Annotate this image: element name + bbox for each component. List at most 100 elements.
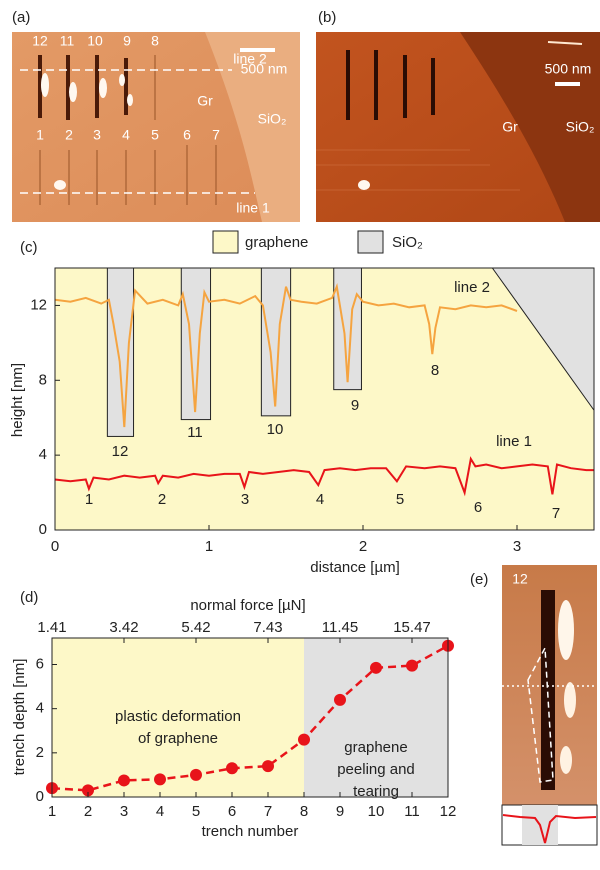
trench-label: 1 bbox=[85, 491, 93, 508]
image-label: 500 nm bbox=[545, 61, 592, 77]
panel-label: (d) bbox=[20, 589, 38, 606]
trench-label: 12 bbox=[112, 443, 129, 460]
x2-tick-label: 1.41 bbox=[37, 619, 66, 636]
x-tick-label: 11 bbox=[404, 803, 420, 820]
y-tick-label: 12 bbox=[30, 296, 47, 313]
depth-point bbox=[406, 659, 418, 672]
image-label: 11 bbox=[60, 33, 75, 49]
x-tick-label: 6 bbox=[228, 803, 236, 820]
y-tick-label: 0 bbox=[36, 788, 44, 805]
y-tick-label: 0 bbox=[39, 521, 47, 538]
x2-tick-label: 3.42 bbox=[109, 619, 138, 636]
image-label: 7 bbox=[212, 127, 220, 143]
x-tick-label: 9 bbox=[336, 803, 344, 820]
image-label: Gr bbox=[502, 119, 518, 135]
afm-image-a bbox=[12, 32, 300, 222]
trench-label: 5 bbox=[396, 491, 404, 508]
panel-label: (c) bbox=[20, 239, 38, 256]
profile-line bbox=[54, 456, 594, 497]
x-axis-label: trench number bbox=[202, 823, 299, 840]
afm-image-e bbox=[501, 565, 598, 846]
region-label: tearing bbox=[353, 783, 399, 800]
image-label: line 2 bbox=[233, 51, 267, 67]
depth-point bbox=[334, 693, 346, 706]
depth-point bbox=[262, 760, 274, 773]
x-tick-label: 7 bbox=[264, 803, 272, 820]
profile-line bbox=[54, 283, 518, 428]
y-tick-label: 4 bbox=[39, 446, 47, 463]
trench-label: 4 bbox=[316, 491, 324, 508]
depth-point bbox=[190, 768, 202, 781]
y-axis-label: height [nm] bbox=[9, 363, 26, 437]
x-tick-label: 5 bbox=[192, 803, 200, 820]
depth-point bbox=[118, 774, 130, 787]
y-tick-label: 6 bbox=[36, 655, 44, 672]
x-tick-label: 2 bbox=[359, 538, 367, 555]
x-tick-label: 2 bbox=[84, 803, 92, 820]
x-tick-label: 1 bbox=[205, 538, 213, 555]
depth-point bbox=[154, 773, 166, 786]
depth-line bbox=[51, 644, 449, 792]
y-axis-label: trench depth [nm] bbox=[11, 659, 28, 776]
trench-label: 3 bbox=[241, 491, 249, 508]
trench-label: 8 bbox=[431, 362, 439, 379]
region bbox=[52, 638, 304, 797]
panel-label: (b) bbox=[318, 9, 336, 26]
region-label: of graphene bbox=[138, 730, 218, 747]
depth-point bbox=[298, 733, 310, 746]
plot-background bbox=[55, 268, 594, 530]
image-label: Gr bbox=[197, 93, 213, 109]
trench-label: 10 bbox=[267, 421, 284, 438]
legend-swatch bbox=[212, 230, 239, 254]
panel-label: (a) bbox=[12, 9, 30, 26]
image-label: 4 bbox=[122, 127, 130, 143]
series-label: line 1 bbox=[496, 433, 532, 450]
trench-label: 9 bbox=[351, 397, 359, 414]
x2-tick-label: 7.43 bbox=[253, 619, 282, 636]
x-tick-label: 3 bbox=[120, 803, 128, 820]
image-label: 500 nm bbox=[241, 61, 288, 77]
image-label: line 1 bbox=[236, 200, 270, 216]
image-label: 2 bbox=[65, 127, 73, 143]
series-label: line 2 bbox=[454, 279, 490, 296]
x-tick-label: 10 bbox=[368, 803, 385, 820]
x-tick-label: 3 bbox=[513, 538, 521, 555]
trench-label: 2 bbox=[158, 491, 166, 508]
x2-tick-label: 15.47 bbox=[393, 619, 431, 636]
image-label: 1 bbox=[36, 127, 44, 143]
x-tick-label: 8 bbox=[300, 803, 308, 820]
image-label: 6 bbox=[183, 127, 191, 143]
y-tick-label: 2 bbox=[36, 744, 44, 761]
depth-point bbox=[226, 762, 238, 775]
y-tick-label: 8 bbox=[39, 371, 47, 388]
legend-label: SiO₂ bbox=[392, 234, 423, 251]
x-tick-label: 0 bbox=[51, 538, 59, 555]
axes-frame bbox=[51, 637, 449, 798]
x2-tick-label: 5.42 bbox=[181, 619, 210, 636]
image-label: 3 bbox=[93, 127, 101, 143]
y-tick-label: 4 bbox=[36, 700, 44, 717]
x-tick-label: 4 bbox=[156, 803, 164, 820]
image-label: SiO₂ bbox=[258, 111, 287, 127]
x-tick-label: 12 bbox=[440, 803, 457, 820]
panel-label: (e) bbox=[470, 571, 488, 588]
legend-swatch bbox=[357, 230, 384, 254]
depth-point bbox=[370, 661, 382, 674]
axes-frame bbox=[54, 267, 595, 531]
trench-label: 6 bbox=[474, 499, 482, 516]
image-label: 12 bbox=[512, 571, 528, 587]
x-tick-label: 1 bbox=[48, 803, 56, 820]
image-label: 12 bbox=[32, 33, 48, 49]
trench-label: 11 bbox=[187, 424, 203, 441]
region-label: graphene bbox=[344, 739, 407, 756]
x2-tick-label: 11.45 bbox=[322, 619, 358, 636]
x2-axis-label: normal force [µN] bbox=[190, 597, 305, 614]
image-label: 8 bbox=[151, 33, 159, 49]
image-label: 10 bbox=[87, 33, 103, 49]
trench-label: 7 bbox=[552, 505, 560, 522]
legend-label: graphene bbox=[245, 234, 308, 251]
image-label: 5 bbox=[151, 127, 159, 143]
region-label: plastic deformation bbox=[115, 708, 241, 725]
image-label: 9 bbox=[123, 33, 131, 49]
depth-point bbox=[82, 784, 94, 797]
